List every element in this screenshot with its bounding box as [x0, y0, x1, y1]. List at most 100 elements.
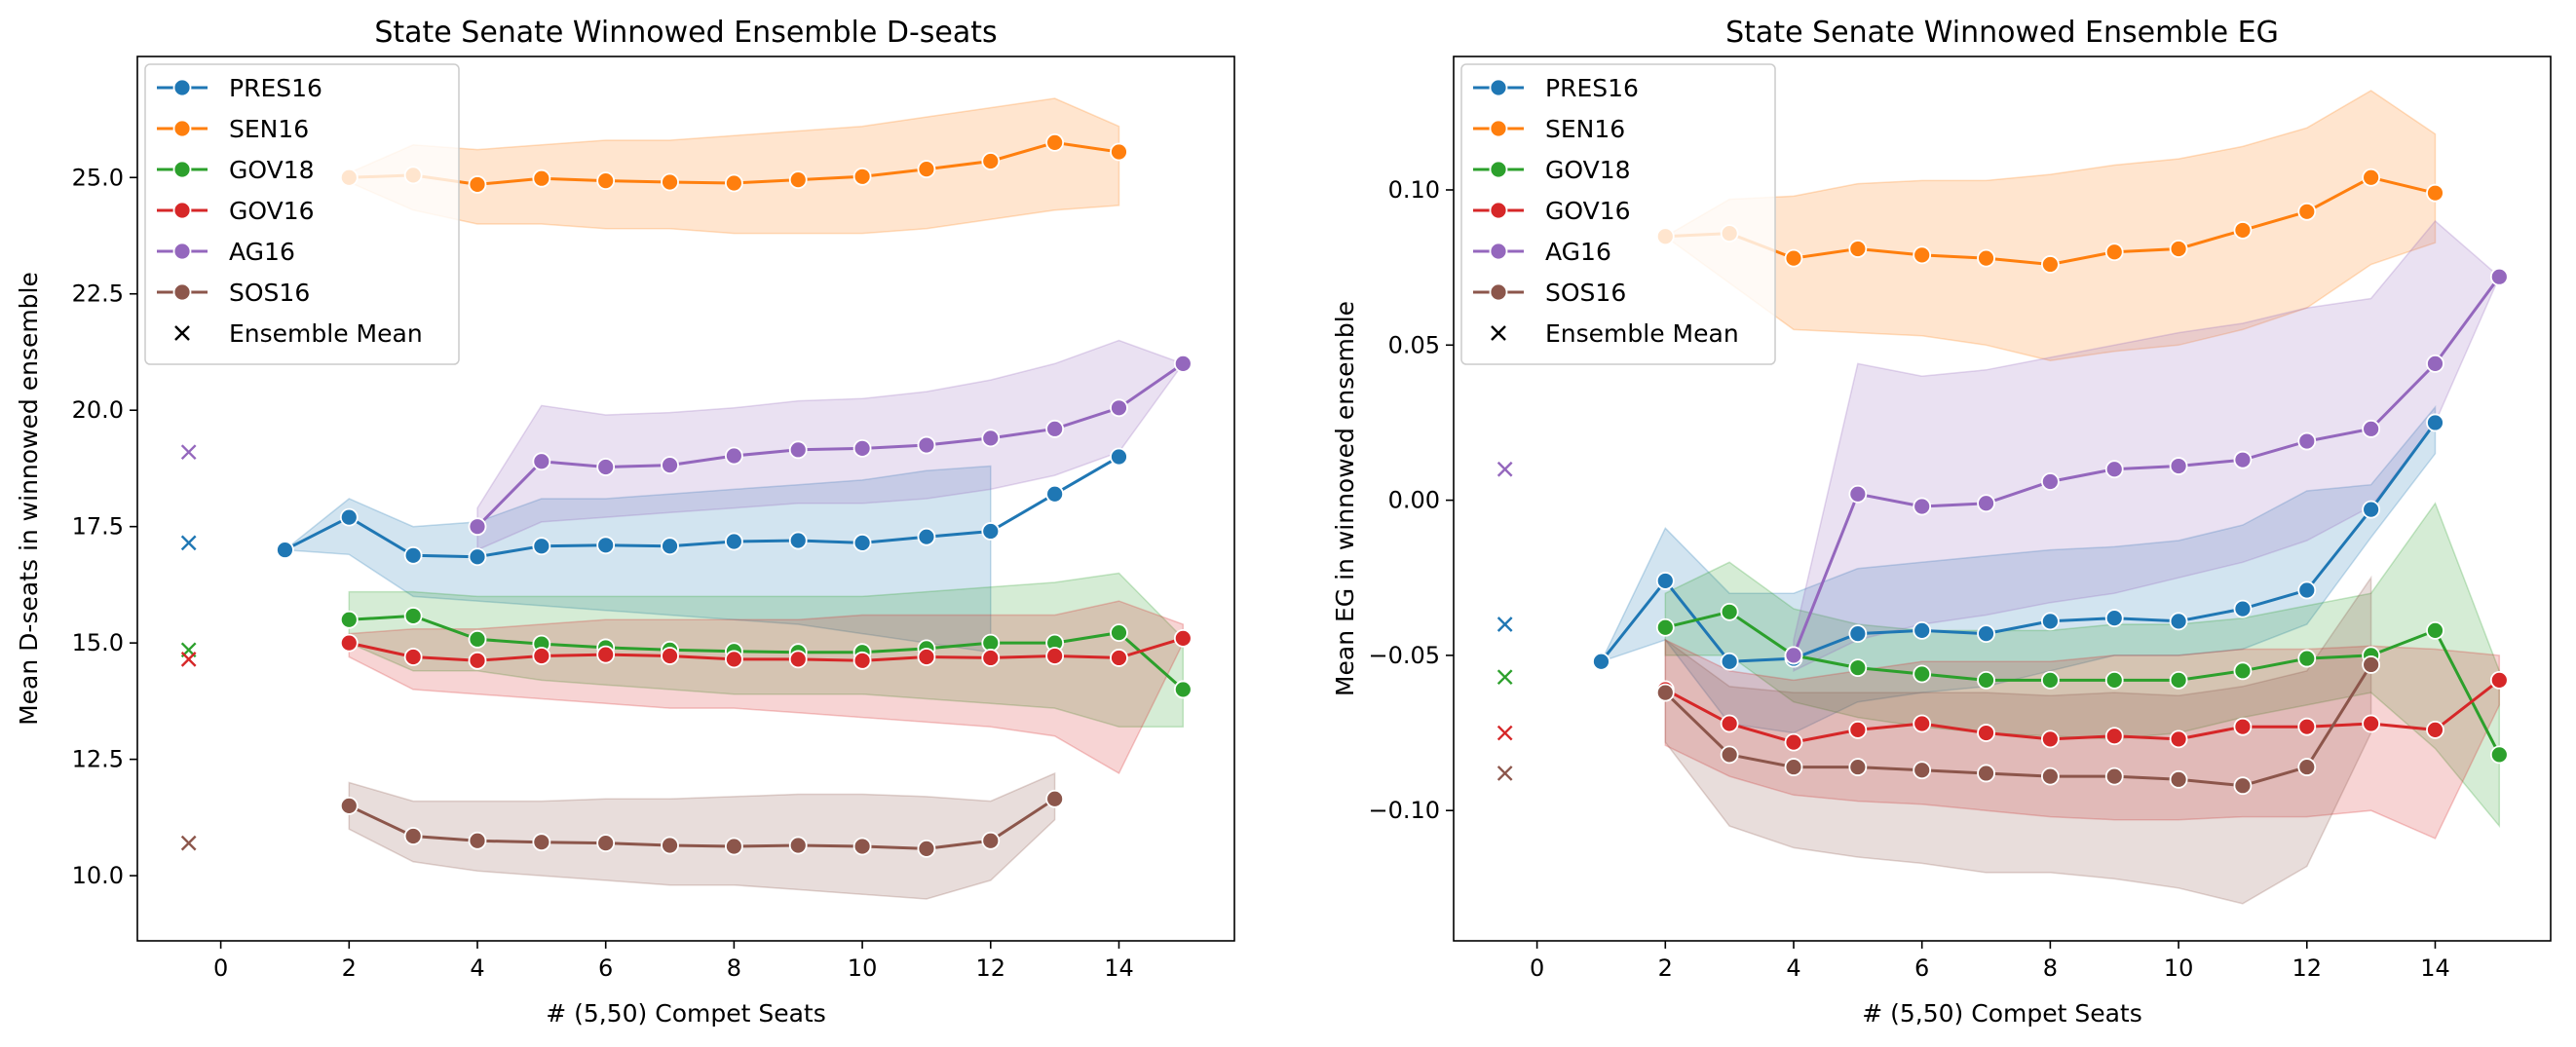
- data-point-ag16: [532, 452, 551, 471]
- data-point-gov18: [1720, 602, 1739, 621]
- legend-item-sen16: SEN16: [1473, 115, 1625, 143]
- data-point-sen16: [2233, 221, 2253, 240]
- data-point-gov16: [981, 649, 1001, 667]
- data-point-sen16: [532, 168, 551, 188]
- data-point-gov16: [1913, 714, 1932, 733]
- chart-title: State Senate Winnowed Ensemble EG: [1725, 16, 2279, 50]
- x-tick-label: 14: [2420, 954, 2450, 982]
- data-point-ag16: [2362, 419, 2381, 438]
- legend: PRES16 SEN16 GOV18 GOV16 AG16 SOS16 Ensemble M…: [144, 63, 460, 365]
- x-tick-label: 8: [727, 954, 741, 982]
- data-point-sen16: [852, 167, 872, 186]
- data-point-gov18: [2426, 621, 2444, 640]
- series-line-gov16: [348, 636, 1184, 662]
- legend-item-ensemble-mean: Ensemble Mean: [174, 319, 423, 348]
- data-point-sen16: [1784, 248, 1803, 268]
- x-tick-label: 8: [2043, 954, 2058, 982]
- data-point-ag16: [1848, 484, 1868, 504]
- data-point-gov16: [2169, 729, 2188, 749]
- y-tick-label: −0.10: [1368, 797, 1440, 824]
- data-point-gov16: [2104, 727, 2124, 746]
- legend-item-gov18: GOV18: [1473, 156, 1631, 184]
- data-point-ag16: [724, 446, 743, 466]
- x-tick-label: 0: [213, 954, 228, 982]
- data-point-gov16: [1045, 647, 1065, 665]
- data-point-pres16: [1045, 484, 1065, 504]
- x-tick-label: 12: [2292, 954, 2323, 982]
- data-point-pres16: [788, 531, 808, 550]
- data-point-pres16: [2169, 612, 2188, 631]
- data-point-gov18: [1913, 664, 1932, 684]
- data-point-sos16: [852, 837, 872, 856]
- data-point-pres16: [339, 507, 359, 527]
- ensemble-mean-marker-gov16: [180, 652, 197, 667]
- legend-label: GOV16: [1545, 197, 1631, 225]
- data-point-gov16: [2040, 729, 2060, 749]
- y-tick-label: 15.0: [72, 629, 124, 656]
- data-point-gov16: [2297, 717, 2317, 736]
- data-point-ag16: [1784, 646, 1803, 665]
- x-tick-label: 6: [1914, 954, 1929, 982]
- data-point-gov18: [1110, 623, 1128, 643]
- x-tick-label: 4: [1786, 954, 1800, 982]
- confidence-band-pres16: [283, 465, 992, 654]
- confidence-band-gov16: [1664, 638, 2501, 840]
- y-tick-label: −0.05: [1368, 642, 1440, 669]
- data-point-sen16: [2040, 255, 2060, 274]
- legend-item-pres16: PRES16: [157, 74, 322, 102]
- x-tick-label: 2: [1658, 954, 1673, 982]
- data-point-pres16: [2297, 580, 2317, 600]
- data-point-pres16: [981, 522, 1001, 541]
- y-tick-label: 22.5: [72, 280, 124, 308]
- y-tick-label: 12.5: [72, 746, 124, 773]
- data-point-ag16: [468, 517, 487, 537]
- y-tick-label: 0.10: [1388, 176, 1440, 204]
- chart-panel-dseats: State Senate Winnowed Ensemble D-seats #…: [15, 16, 1235, 1028]
- data-point-sen16: [1110, 142, 1128, 162]
- data-point-pres16: [2104, 609, 2124, 628]
- data-point-sen16: [917, 160, 936, 179]
- data-point-gov16: [2362, 714, 2381, 733]
- data-point-pres16: [852, 534, 872, 552]
- data-point-sen16: [661, 172, 679, 192]
- legend-label: GOV18: [1545, 156, 1631, 184]
- y-tick-label: 20.0: [72, 396, 124, 424]
- plot-area: 0 2 4 6 8 10 12 14 10.0 12.5 15.0 17.5 20.0 22.5 25.0: [72, 56, 1235, 982]
- data-point-gov18: [2233, 661, 2253, 681]
- data-point-sos16: [1720, 745, 1739, 765]
- ensemble-mean-marker-sos16: [1496, 766, 1513, 781]
- data-point-ag16: [1110, 398, 1128, 418]
- legend-box: [1460, 63, 1776, 365]
- y-tick-label: 10.0: [72, 862, 124, 889]
- data-point-ag16: [2297, 431, 2317, 451]
- data-point-ag16: [788, 440, 808, 460]
- data-point-gov16: [852, 651, 872, 670]
- data-point-pres16: [2362, 500, 2381, 519]
- axes-frame: [1453, 56, 2552, 942]
- data-point-gov18: [2040, 670, 2060, 690]
- ensemble-mean-marker-sos16: [180, 835, 197, 851]
- data-point-ag16: [2169, 457, 2188, 475]
- legend-item-sen16: SEN16: [157, 115, 309, 143]
- legend-item-gov16: GOV16: [1473, 197, 1631, 225]
- data-point-ag16: [2040, 472, 2060, 491]
- legend-label: AG16: [229, 238, 295, 266]
- legend-label: SOS16: [1545, 279, 1626, 307]
- legend-label: SOS16: [229, 279, 310, 307]
- confidence-band-gov18: [1664, 502, 2501, 829]
- data-point-sos16: [339, 797, 359, 815]
- confidence-band-gov18: [348, 572, 1185, 728]
- series-layer: [180, 97, 1193, 900]
- data-point-ag16: [1045, 419, 1065, 438]
- legend-label: PRES16: [1545, 74, 1639, 102]
- data-point-sen16: [2297, 202, 2317, 221]
- data-point-gov18: [468, 629, 487, 649]
- data-point-sen16: [2426, 183, 2444, 203]
- axes-frame: [136, 56, 1235, 942]
- y-axis-label: Mean EG in winnowed ensemble: [1331, 301, 1359, 696]
- data-point-pres16: [1655, 572, 1675, 590]
- legend-item-pres16: PRES16: [1473, 74, 1639, 102]
- data-point-pres16: [1977, 624, 1995, 643]
- legend-label: GOV16: [229, 197, 315, 225]
- data-point-sen16: [1848, 240, 1868, 258]
